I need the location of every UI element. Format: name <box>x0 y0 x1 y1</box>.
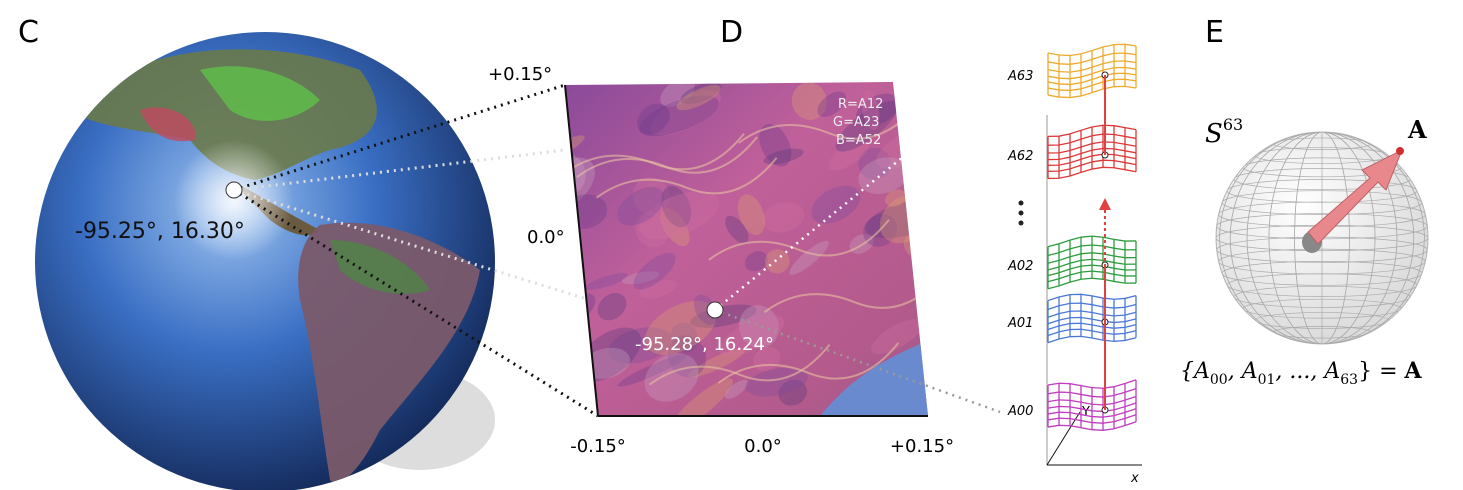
grid-line <box>1048 167 1136 178</box>
x-tick-label: 0.0° <box>744 436 782 457</box>
axis-label: x <box>1130 471 1139 486</box>
channel-label: G=A23 <box>833 115 879 130</box>
layer-label: A62 <box>1007 149 1033 164</box>
layer-label: A02 <box>1007 259 1033 274</box>
formula-sub: 63 <box>1340 372 1358 388</box>
grid-line <box>1048 278 1136 288</box>
formula-sub: 01 <box>1258 372 1276 388</box>
formula-part: , A <box>1228 359 1258 384</box>
panel-label: D <box>720 15 743 50</box>
layer-grid <box>1048 380 1136 430</box>
formula-part: {A <box>1180 359 1210 384</box>
layer-label: A63 <box>1007 69 1033 84</box>
grid-line <box>1048 336 1136 342</box>
layer-stack: x Y A63 A62 A02 A01 A00 <box>1007 44 1142 486</box>
layer-label: A00 <box>1007 404 1033 419</box>
y-tick-label: 0.0° <box>527 227 565 248</box>
location-point <box>226 182 242 198</box>
channel-label: R=A12 <box>838 97 883 112</box>
ellipsis-dot <box>1019 211 1024 216</box>
terrain <box>926 285 1010 347</box>
figure: C -95.25°, 16.30° D +0.15° 0.0° -0.15° 0… <box>0 0 1463 490</box>
sphere-sup: 63 <box>1223 115 1243 134</box>
layer-label: A01 <box>1007 316 1033 331</box>
sphere-base: S <box>1205 119 1223 149</box>
vector-tip <box>1396 147 1404 155</box>
layer-grid <box>1048 44 1136 97</box>
grid-line <box>1048 380 1136 388</box>
location-point <box>707 302 723 318</box>
channel-label: B=A52 <box>836 133 881 148</box>
formula-part: } = <box>1358 359 1404 384</box>
y-tick-label: +0.15° <box>488 64 552 85</box>
layer-grid <box>1048 294 1136 342</box>
formula-sub: 00 <box>1210 372 1228 388</box>
formula-part: , ..., A <box>1275 359 1340 384</box>
formula-part: A <box>1404 358 1423 384</box>
ellipsis-dot <box>1019 221 1024 226</box>
x-tick-label: +0.15° <box>890 436 954 457</box>
formula: {A00, A01, ..., A63} = A <box>1180 358 1423 388</box>
layer-grid <box>1048 125 1136 178</box>
terrain <box>925 213 970 249</box>
ellipsis-dot <box>1019 201 1024 206</box>
point-label: -95.28°, 16.24° <box>635 334 774 355</box>
x-tick-label: -0.15° <box>570 436 626 457</box>
panel-label: E <box>1205 15 1224 50</box>
terrain <box>912 154 954 198</box>
layer-grid <box>1048 236 1136 289</box>
panel-label: C <box>18 15 39 50</box>
sphere-label: S63 <box>1205 115 1243 149</box>
axis-label: Y <box>1081 405 1090 420</box>
fiber-arrow <box>1099 198 1111 210</box>
point-label: -95.25°, 16.30° <box>75 219 245 244</box>
vector-label: A <box>1407 115 1427 144</box>
